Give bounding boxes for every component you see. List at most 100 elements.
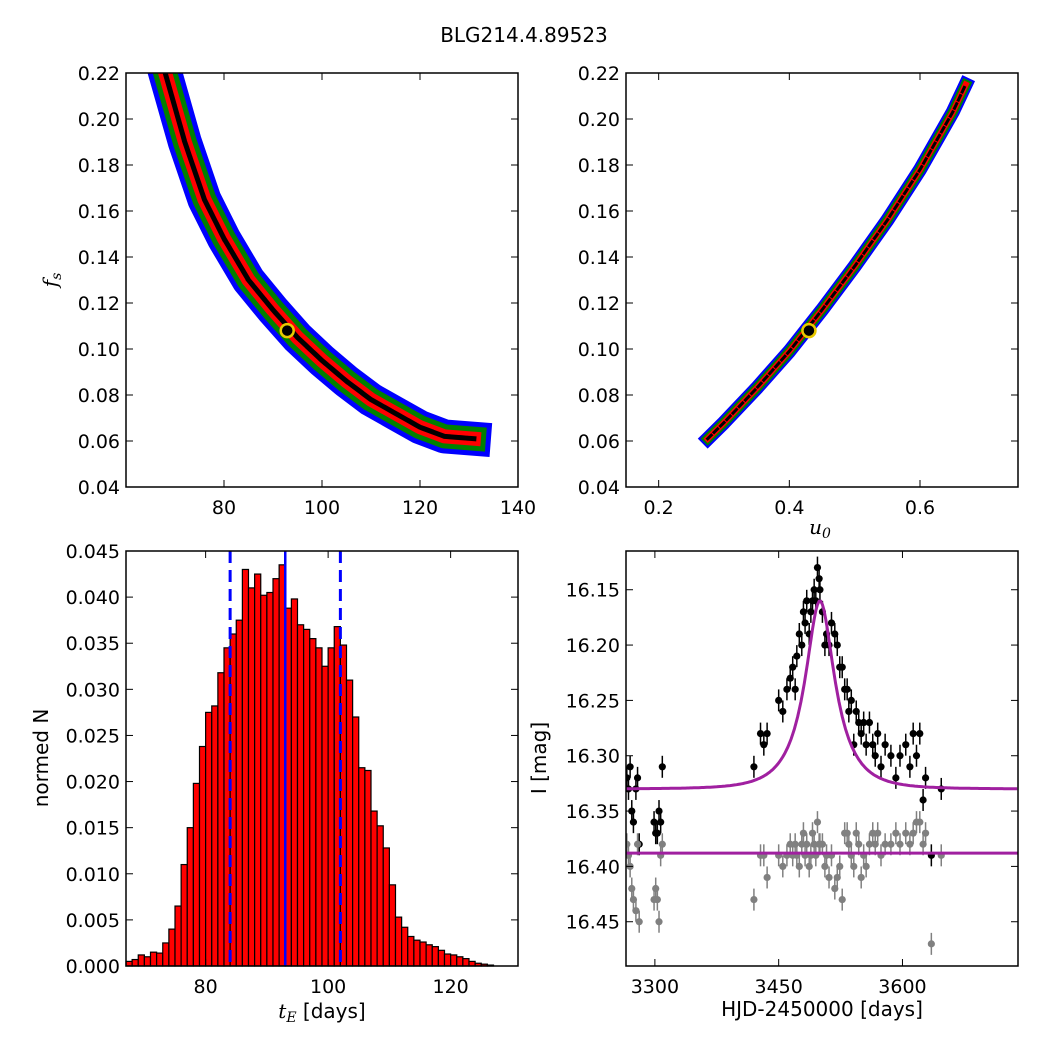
y-axis-label: I [mag] [527,722,551,794]
y-tick-label: 0.020 [66,772,120,794]
residual-point [838,896,846,904]
x-tick-label: 140 [500,497,536,519]
y-tick-label: 0.22 [578,63,620,85]
y-tick-label: 16.45 [566,912,620,934]
y-tick-label: 0.04 [78,477,120,499]
residual-point [813,818,822,826]
axes-frame [625,550,1019,967]
y-tick-label: 0.10 [578,339,620,361]
data-point [799,608,808,616]
best-fit-marker [801,322,817,339]
histogram-bar [162,942,170,967]
histogram-bar [462,958,470,967]
model-curve [626,599,1018,791]
histogram-bar [205,711,213,967]
data-point [871,752,879,760]
histogram-bar [413,939,421,967]
residual-point [795,862,803,871]
residual-point [862,862,870,871]
x-tick-label: 3450 [754,976,802,998]
y-tick-label: 0.06 [78,431,120,453]
histogram-bar [260,594,268,967]
data-point [756,730,765,738]
data-point [916,730,924,738]
y-tick-label: 0.12 [78,293,120,315]
histogram-bar [168,928,176,967]
histogram-bar [388,884,397,967]
histogram-bar [407,935,415,967]
data-point [803,597,811,605]
residual-point [750,896,758,904]
heatmap-body [697,75,976,449]
data-point [775,696,783,705]
residual-point [881,840,889,848]
data-point [833,641,841,649]
data-point [807,608,815,616]
data-point [626,774,631,782]
y-tick-label: 16.15 [566,580,620,602]
y-tick-label: 16.30 [566,746,620,768]
data-point [798,641,806,649]
y-tick-label: 0.025 [66,725,120,747]
data-point [896,752,904,760]
x-tick-label: 0.6 [905,497,935,519]
histogram-bar [254,573,262,967]
data-point [793,652,801,660]
histogram-bar [376,825,384,967]
y-tick-label: 0.04 [578,477,620,499]
histogram-bar [149,951,158,967]
x-tick-label: 100 [310,976,346,998]
data-point [881,741,889,749]
histogram-bar [425,944,433,967]
data-point [655,807,663,815]
x-tick-label: 3300 [631,976,679,998]
data-point [865,718,874,727]
x-tick-label: 0.2 [644,497,674,519]
y-tick-label: 0.010 [66,864,120,886]
data-point [843,685,851,693]
data-point [912,752,921,760]
x-tick-label: 3600 [878,976,926,998]
data-point [791,685,799,693]
residual-point [874,829,882,837]
residual-point [857,873,865,882]
residual-point [921,829,930,837]
residual-point [843,829,851,837]
x-axis-label: HJD-2450000 [days] [721,997,923,1021]
residual-point [633,840,642,848]
residual-point [916,818,924,826]
histogram-bar [241,568,250,967]
panel-fs-vs-tE: 0.04 0.06 0.08 0.10 0.12 0.14 0.16 0.18 0.20 0.22… [38,63,536,519]
histogram-bar [217,672,225,967]
residual-point [805,862,813,871]
histogram-bar [247,587,256,967]
panel-fs-vs-u0: 0.04 0.06 0.08 0.10 0.12 0.14 0.16 0.18 0.20 0.22… [578,63,1019,542]
residual-point [628,884,636,893]
residual-point [887,840,895,848]
residual-point [909,829,917,837]
histogram-bar [266,591,274,967]
contour-inner [703,80,970,443]
y-tick-label: 0.08 [578,385,620,407]
y-tick-label: 0.08 [78,385,120,407]
axes-frame [125,550,519,967]
residual-point [927,940,935,948]
y-tick-label: 0.015 [66,818,120,840]
data-point [827,619,836,627]
histogram-bar [382,847,390,967]
residual-point [821,862,829,871]
y-tick-label: 16.40 [566,856,620,878]
data-point [862,741,870,749]
data-point [909,730,917,738]
histogram-bar [290,598,299,967]
contour-core [705,82,968,441]
residual-point [855,840,863,848]
histogram-bar [156,952,164,967]
axes-frame [625,72,1019,488]
x-tick-label: 120 [402,497,438,519]
x-tick-label: 120 [432,976,468,998]
histogram-bar [327,647,335,967]
y-tick-label: 0.005 [66,910,120,932]
data-point [801,619,809,627]
y-axis-label: fs [38,273,65,290]
